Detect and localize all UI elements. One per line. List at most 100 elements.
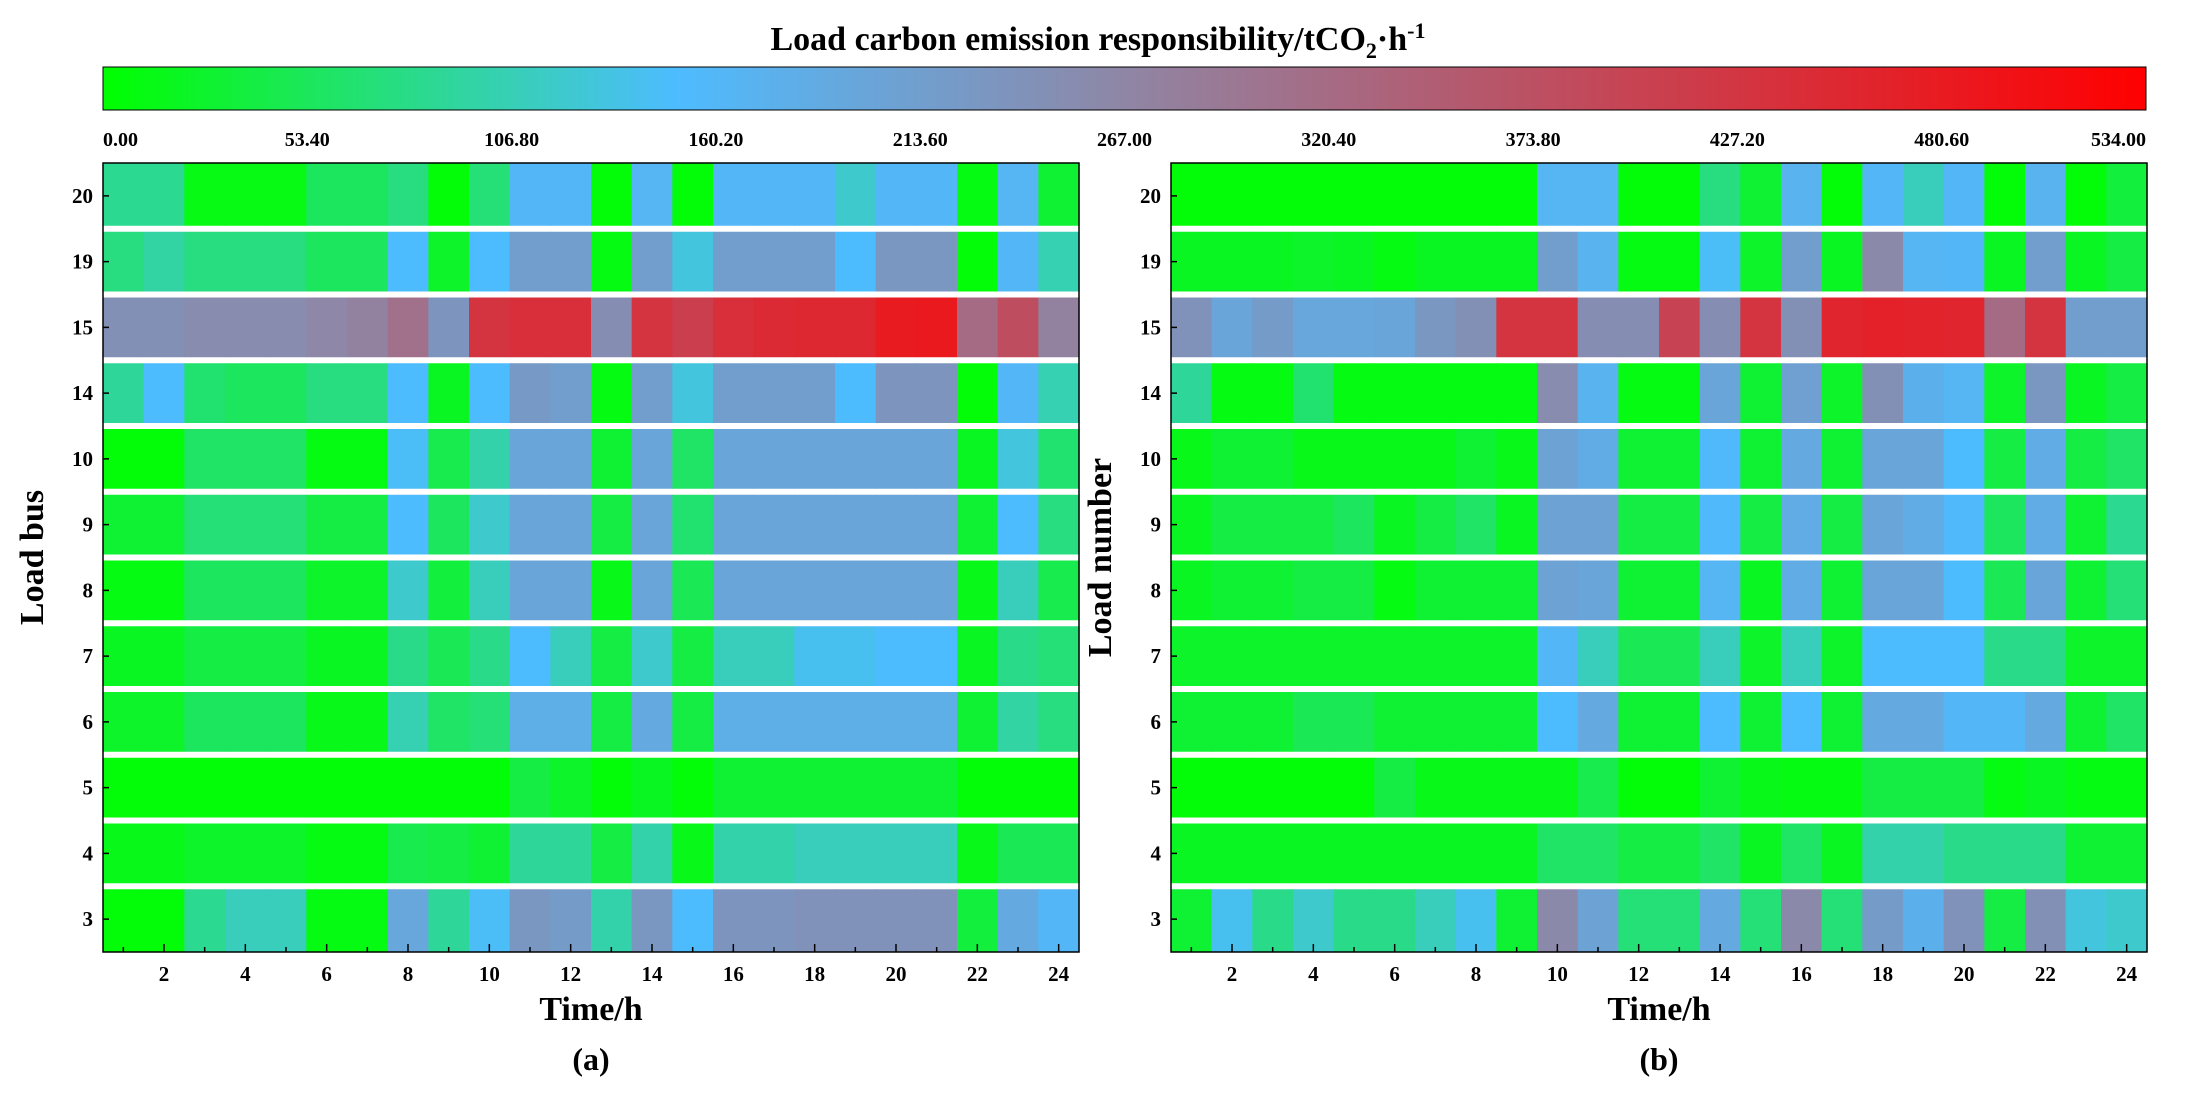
heatmap-cell	[184, 163, 226, 226]
heatmap-cell	[143, 560, 185, 621]
heatmap-cell	[1984, 297, 2026, 358]
heatmap-cell	[631, 692, 673, 752]
x-tick-label: 18	[804, 962, 825, 986]
y-tick-label: 8	[1151, 578, 1162, 602]
heatmap-cell	[1577, 297, 1619, 358]
heatmap-cell	[1781, 231, 1823, 292]
heatmap-cell	[428, 757, 470, 818]
heatmap-cell	[2065, 823, 2107, 884]
heatmap-cell	[550, 363, 592, 423]
heatmap-cell	[1659, 363, 1701, 423]
heatmap-cell	[428, 494, 470, 555]
heatmap-cell	[1618, 363, 1660, 423]
heatmap-cell	[957, 560, 999, 621]
heatmap-cell	[103, 163, 145, 226]
heatmap-cell	[1293, 692, 1335, 752]
heatmap-cell	[1984, 231, 2026, 292]
heatmap-cell	[631, 163, 673, 226]
heatmap-cell	[2065, 363, 2107, 423]
heatmap-cell	[1038, 757, 1080, 818]
heatmap-cell	[306, 626, 348, 686]
heatmap-cell	[835, 231, 877, 292]
heatmap-cell	[184, 560, 226, 621]
heatmap-cell	[631, 560, 673, 621]
heatmap-cell	[103, 560, 145, 621]
heatmap-cell	[1211, 363, 1253, 423]
x-tick-label: 20	[1954, 962, 1975, 986]
heatmap-cell	[1618, 429, 1660, 489]
heatmap-cell	[103, 889, 145, 952]
y-tick-label: 19	[1140, 250, 1161, 274]
heatmap-cell	[1537, 823, 1579, 884]
heatmap-cell	[1943, 889, 1985, 952]
heatmap-cell	[1537, 494, 1579, 555]
heatmap-cell	[1252, 231, 1294, 292]
heatmap-cell	[225, 560, 267, 621]
heatmap-cell	[225, 823, 267, 884]
heatmap-cell	[1496, 494, 1538, 555]
heatmap-cell	[1293, 494, 1335, 555]
heatmap-cell	[1455, 363, 1497, 423]
heatmap-cell	[875, 560, 917, 621]
heatmap-cell	[1618, 494, 1660, 555]
heatmap-cell	[672, 757, 714, 818]
heatmap-cell	[1699, 163, 1741, 226]
heatmap-cell	[265, 494, 307, 555]
colorbar-title-main: Load carbon emission responsibility/tCO	[771, 21, 1366, 58]
heatmap-cell	[1699, 231, 1741, 292]
heatmap-cell	[1577, 823, 1619, 884]
heatmap-cell	[794, 757, 836, 818]
heatmap-cell	[713, 494, 755, 555]
heatmap-cell	[1618, 163, 1660, 226]
heatmap-cell	[997, 757, 1039, 818]
heatmap-cell	[509, 626, 551, 686]
x-tick-label: 14	[642, 962, 664, 986]
heatmap-cell	[184, 494, 226, 555]
heatmap-cell	[875, 823, 917, 884]
panel-label: (a)	[572, 1041, 609, 1077]
heatmap-cell	[1537, 757, 1579, 818]
heatmap-cell	[1537, 163, 1579, 226]
heatmap-cell	[1781, 626, 1823, 686]
heatmap-cell	[591, 757, 633, 818]
heatmap-cell	[1455, 560, 1497, 621]
heatmap-cell	[1862, 231, 1904, 292]
heatmap-cell	[143, 823, 185, 884]
heatmap-cell	[1821, 889, 1863, 952]
heatmap-cell	[1374, 231, 1416, 292]
heatmap-cell	[591, 163, 633, 226]
x-tick-label: 16	[723, 962, 744, 986]
heatmap-cell	[306, 494, 348, 555]
heatmap-cell	[1211, 429, 1253, 489]
heatmap-cell	[1862, 163, 1904, 226]
heatmap-cell	[306, 429, 348, 489]
heatmap-cell	[2065, 626, 2107, 686]
heatmap-cell	[509, 163, 551, 226]
heatmap-cell	[1333, 231, 1375, 292]
heatmap-cell	[753, 626, 795, 686]
heatmap-cell	[1293, 757, 1335, 818]
heatmap-cell	[957, 889, 999, 952]
heatmap-cell	[1740, 363, 1782, 423]
heatmap-cell	[835, 626, 877, 686]
heatmap-cell	[1943, 757, 1985, 818]
heatmap-cell	[1252, 363, 1294, 423]
heatmap-cell	[1038, 889, 1080, 952]
heatmap-cell	[2106, 757, 2148, 818]
heatmap-cell	[1455, 757, 1497, 818]
heatmap-cell	[306, 823, 348, 884]
x-tick-label: 10	[479, 962, 500, 986]
heatmap-cell	[997, 823, 1039, 884]
heatmap-cell	[1577, 363, 1619, 423]
heatmap-cell	[550, 889, 592, 952]
heatmap-cell	[1415, 626, 1457, 686]
plot-area	[103, 163, 1079, 952]
colorbar-title-sub: 2	[1366, 38, 1377, 63]
heatmap-cell	[1984, 823, 2026, 884]
heatmap-cell	[1903, 429, 1945, 489]
heatmap-cell	[1537, 560, 1579, 621]
heatmap-cell	[713, 626, 755, 686]
heatmap-cell	[835, 757, 877, 818]
heatmap-cell	[184, 231, 226, 292]
